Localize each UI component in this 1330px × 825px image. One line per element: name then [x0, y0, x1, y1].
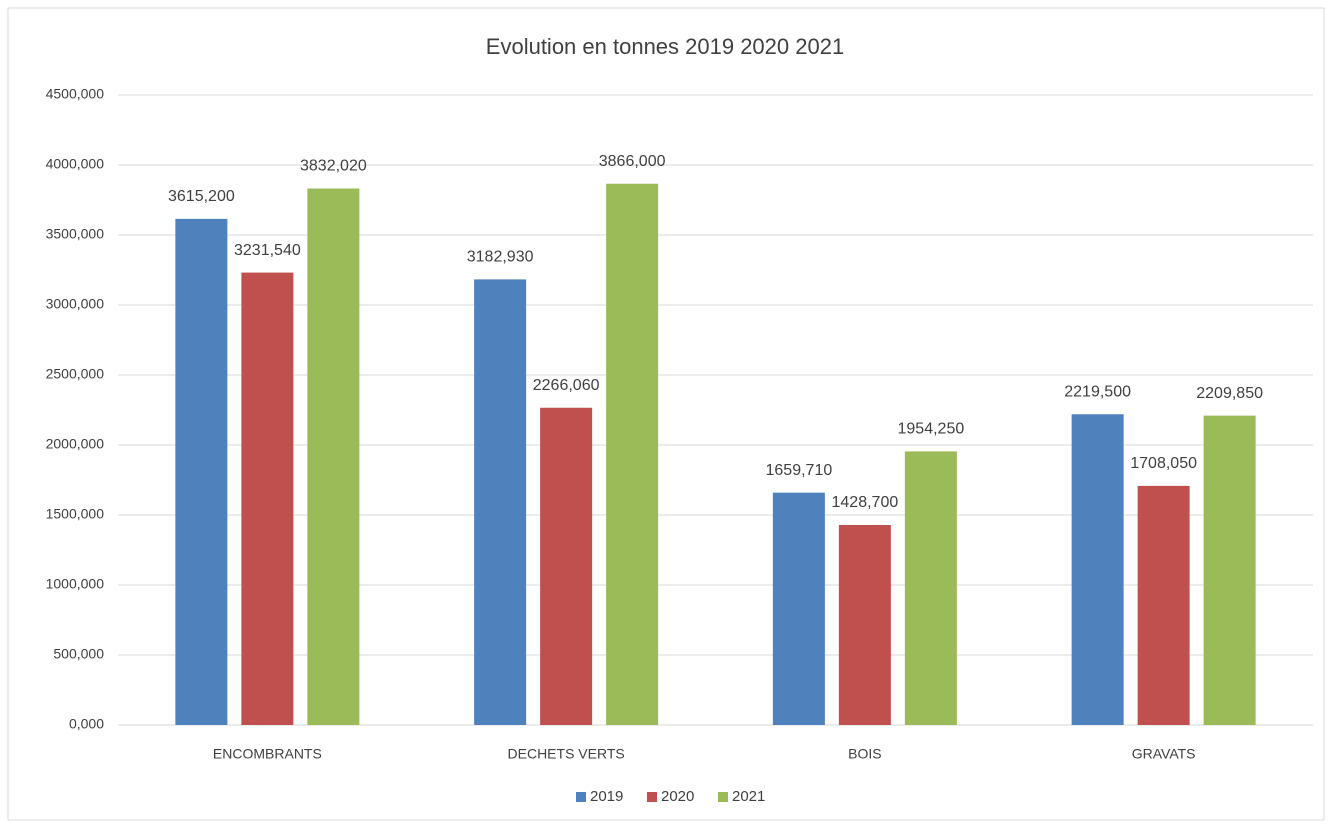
y-tick-label: 4500,000	[46, 86, 105, 102]
bar	[175, 218, 228, 725]
x-tick-label: BOIS	[848, 746, 881, 762]
y-tick-label: 1500,000	[46, 506, 105, 522]
y-tick-label: 2000,000	[46, 436, 105, 452]
y-tick-label: 3500,000	[46, 226, 105, 242]
y-tick-label: 2500,000	[46, 366, 105, 382]
bar	[1137, 485, 1190, 725]
legend-label: 2020	[661, 788, 694, 805]
bar	[606, 183, 659, 725]
value-label: 3615,200	[168, 188, 235, 205]
value-label: 3182,930	[467, 249, 534, 266]
y-tick-label: 3000,000	[46, 296, 105, 312]
y-tick-label: 1000,000	[46, 576, 105, 592]
bar	[307, 188, 360, 725]
value-label: 1659,710	[766, 462, 833, 479]
value-label: 1954,250	[898, 421, 965, 438]
bar	[772, 492, 825, 725]
value-label: 1428,700	[832, 494, 899, 511]
y-tick-label: 4000,000	[46, 156, 105, 172]
value-label: 1708,050	[1130, 455, 1197, 472]
x-tick-label: GRAVATS	[1132, 746, 1196, 762]
bar	[1071, 414, 1124, 725]
value-label: 2209,850	[1196, 385, 1263, 402]
y-tick-label: 500,000	[53, 646, 104, 662]
y-tick-label: 0,000	[69, 716, 104, 732]
value-label: 3231,540	[234, 242, 301, 259]
x-tick-label: ENCOMBRANTS	[213, 746, 322, 762]
bar	[474, 279, 527, 725]
legend-label: 2021	[732, 788, 765, 805]
value-label: 3866,000	[599, 153, 666, 170]
bar	[540, 407, 593, 725]
value-label: 3832,020	[300, 158, 367, 175]
bar	[838, 524, 891, 725]
legend-label: 2019	[590, 788, 623, 805]
legend-swatch	[718, 792, 728, 802]
value-label: 2219,500	[1064, 383, 1131, 400]
chart-title: Evolution en tonnes 2019 2020 2021	[486, 34, 844, 59]
legend-swatch	[647, 792, 657, 802]
value-label: 2266,060	[533, 377, 600, 394]
bar	[904, 451, 957, 725]
x-tick-label: DECHETS VERTS	[508, 746, 625, 762]
bar	[241, 272, 294, 725]
legend-swatch	[576, 792, 586, 802]
bar	[1203, 415, 1256, 725]
